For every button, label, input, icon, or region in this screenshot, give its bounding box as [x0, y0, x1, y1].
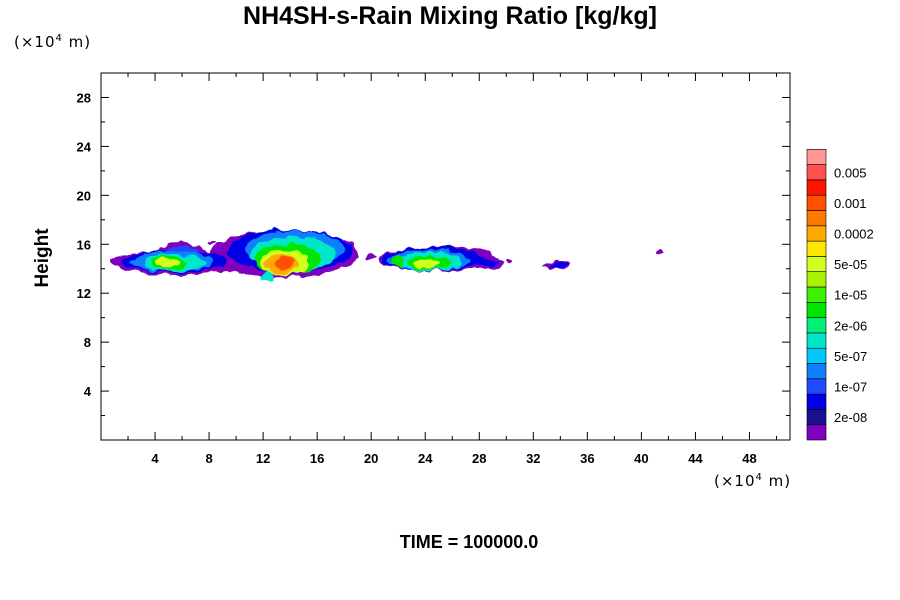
- x-tick-label-24: 24: [418, 451, 433, 466]
- x-tick-label-48: 48: [742, 451, 756, 466]
- y-tick-label-24: 24: [77, 139, 92, 154]
- colorbar-swatch-6: [806, 332, 827, 349]
- y-tick-label-16: 16: [77, 237, 91, 252]
- colorbar-swatch-10: [806, 271, 827, 288]
- colorbar-label-5: 5e-07: [834, 349, 867, 364]
- y-unit-prefix: (×10: [14, 33, 56, 51]
- colorbar-label-17: 0.005: [834, 165, 867, 180]
- contour-cell-22: [415, 259, 441, 269]
- colorbar-swatch-14: [806, 210, 827, 227]
- colorbar-swatch-16: [806, 179, 827, 196]
- contour-cell-16: [261, 269, 273, 283]
- contour-cell-7: [155, 257, 180, 268]
- colorbar-swatch-12: [806, 240, 827, 257]
- x-tick-label-32: 32: [526, 451, 540, 466]
- colorbar-swatch-15: [806, 194, 827, 211]
- colorbar-label-15: 0.001: [834, 196, 867, 211]
- y-tick-label-20: 20: [77, 188, 91, 203]
- colorbar-label-3: 1e-07: [834, 379, 867, 394]
- y-unit-exponent: 4: [55, 33, 63, 44]
- colorbar-swatch-18: [806, 149, 827, 165]
- y-tick-label-28: 28: [77, 90, 91, 105]
- colorbar-swatch-17: [806, 164, 827, 181]
- colorbar-swatch-2: [806, 393, 827, 410]
- x-tick-label-20: 20: [364, 451, 378, 466]
- chart-title: NH4SH-s-Rain Mixing Ratio [kg/kg]: [243, 2, 657, 30]
- contour-cell-27: [550, 262, 568, 268]
- x-unit-suffix: m): [762, 472, 792, 490]
- colorbar-label-11: 5e-05: [834, 257, 867, 272]
- colorbar-swatch-11: [806, 256, 827, 272]
- contour-cells: [110, 229, 664, 283]
- colorbar-swatch-5: [806, 347, 827, 364]
- colorbar-swatch-1: [806, 409, 827, 425]
- x-tick-label-4: 4: [151, 451, 159, 466]
- colorbar-label-9: 1e-05: [834, 288, 867, 303]
- y-tick-label-4: 4: [84, 384, 92, 399]
- colorbar-swatch-7: [806, 317, 827, 334]
- colorbar-swatch-3: [806, 378, 827, 395]
- colorbar: 2e-08 1e-07 5e-07 2e-06 1e-05 5e-05 0.0002 0.00…: [806, 149, 874, 441]
- contour-cell-29: [365, 255, 377, 261]
- x-tick-label-44: 44: [688, 451, 703, 466]
- colorbar-swatch-4: [806, 363, 827, 380]
- colorbar-swatch-8: [806, 301, 827, 318]
- contour-cell-33: [207, 241, 216, 245]
- y-tick-label-8: 8: [84, 335, 91, 350]
- x-unit-prefix: (×10: [714, 472, 756, 490]
- contour-cell-23: [391, 255, 405, 267]
- colorbar-swatch-9: [806, 286, 827, 303]
- x-axis-unit: (×104 m): [714, 472, 791, 490]
- colorbar-label-13: 0.0002: [834, 226, 874, 241]
- contour-cell-25: [476, 258, 499, 267]
- x-tick-label-16: 16: [310, 451, 324, 466]
- time-label: TIME = 100000.0: [399, 532, 539, 552]
- plot-frame: [100, 72, 791, 441]
- y-axis-unit: (×104 m): [14, 33, 91, 51]
- y-unit-suffix: m): [62, 33, 92, 51]
- colorbar-label-7: 2e-06: [834, 318, 867, 333]
- contour-cell-15: [273, 256, 296, 269]
- x-tick-label-36: 36: [580, 451, 594, 466]
- x-tick-label-28: 28: [472, 451, 486, 466]
- x-tick-label-40: 40: [634, 451, 648, 466]
- y-tick-label-12: 12: [77, 286, 91, 301]
- x-unit-exponent: 4: [755, 472, 763, 483]
- contour-cell-31: [654, 249, 664, 254]
- x-tick-label-8: 8: [205, 451, 212, 466]
- colorbar-swatch-13: [806, 225, 827, 242]
- contour-cell-30: [506, 258, 512, 264]
- colorbar-swatch-0: [806, 424, 827, 441]
- x-tick-label-12: 12: [256, 451, 270, 466]
- colorbar-label-1: 2e-08: [834, 410, 867, 425]
